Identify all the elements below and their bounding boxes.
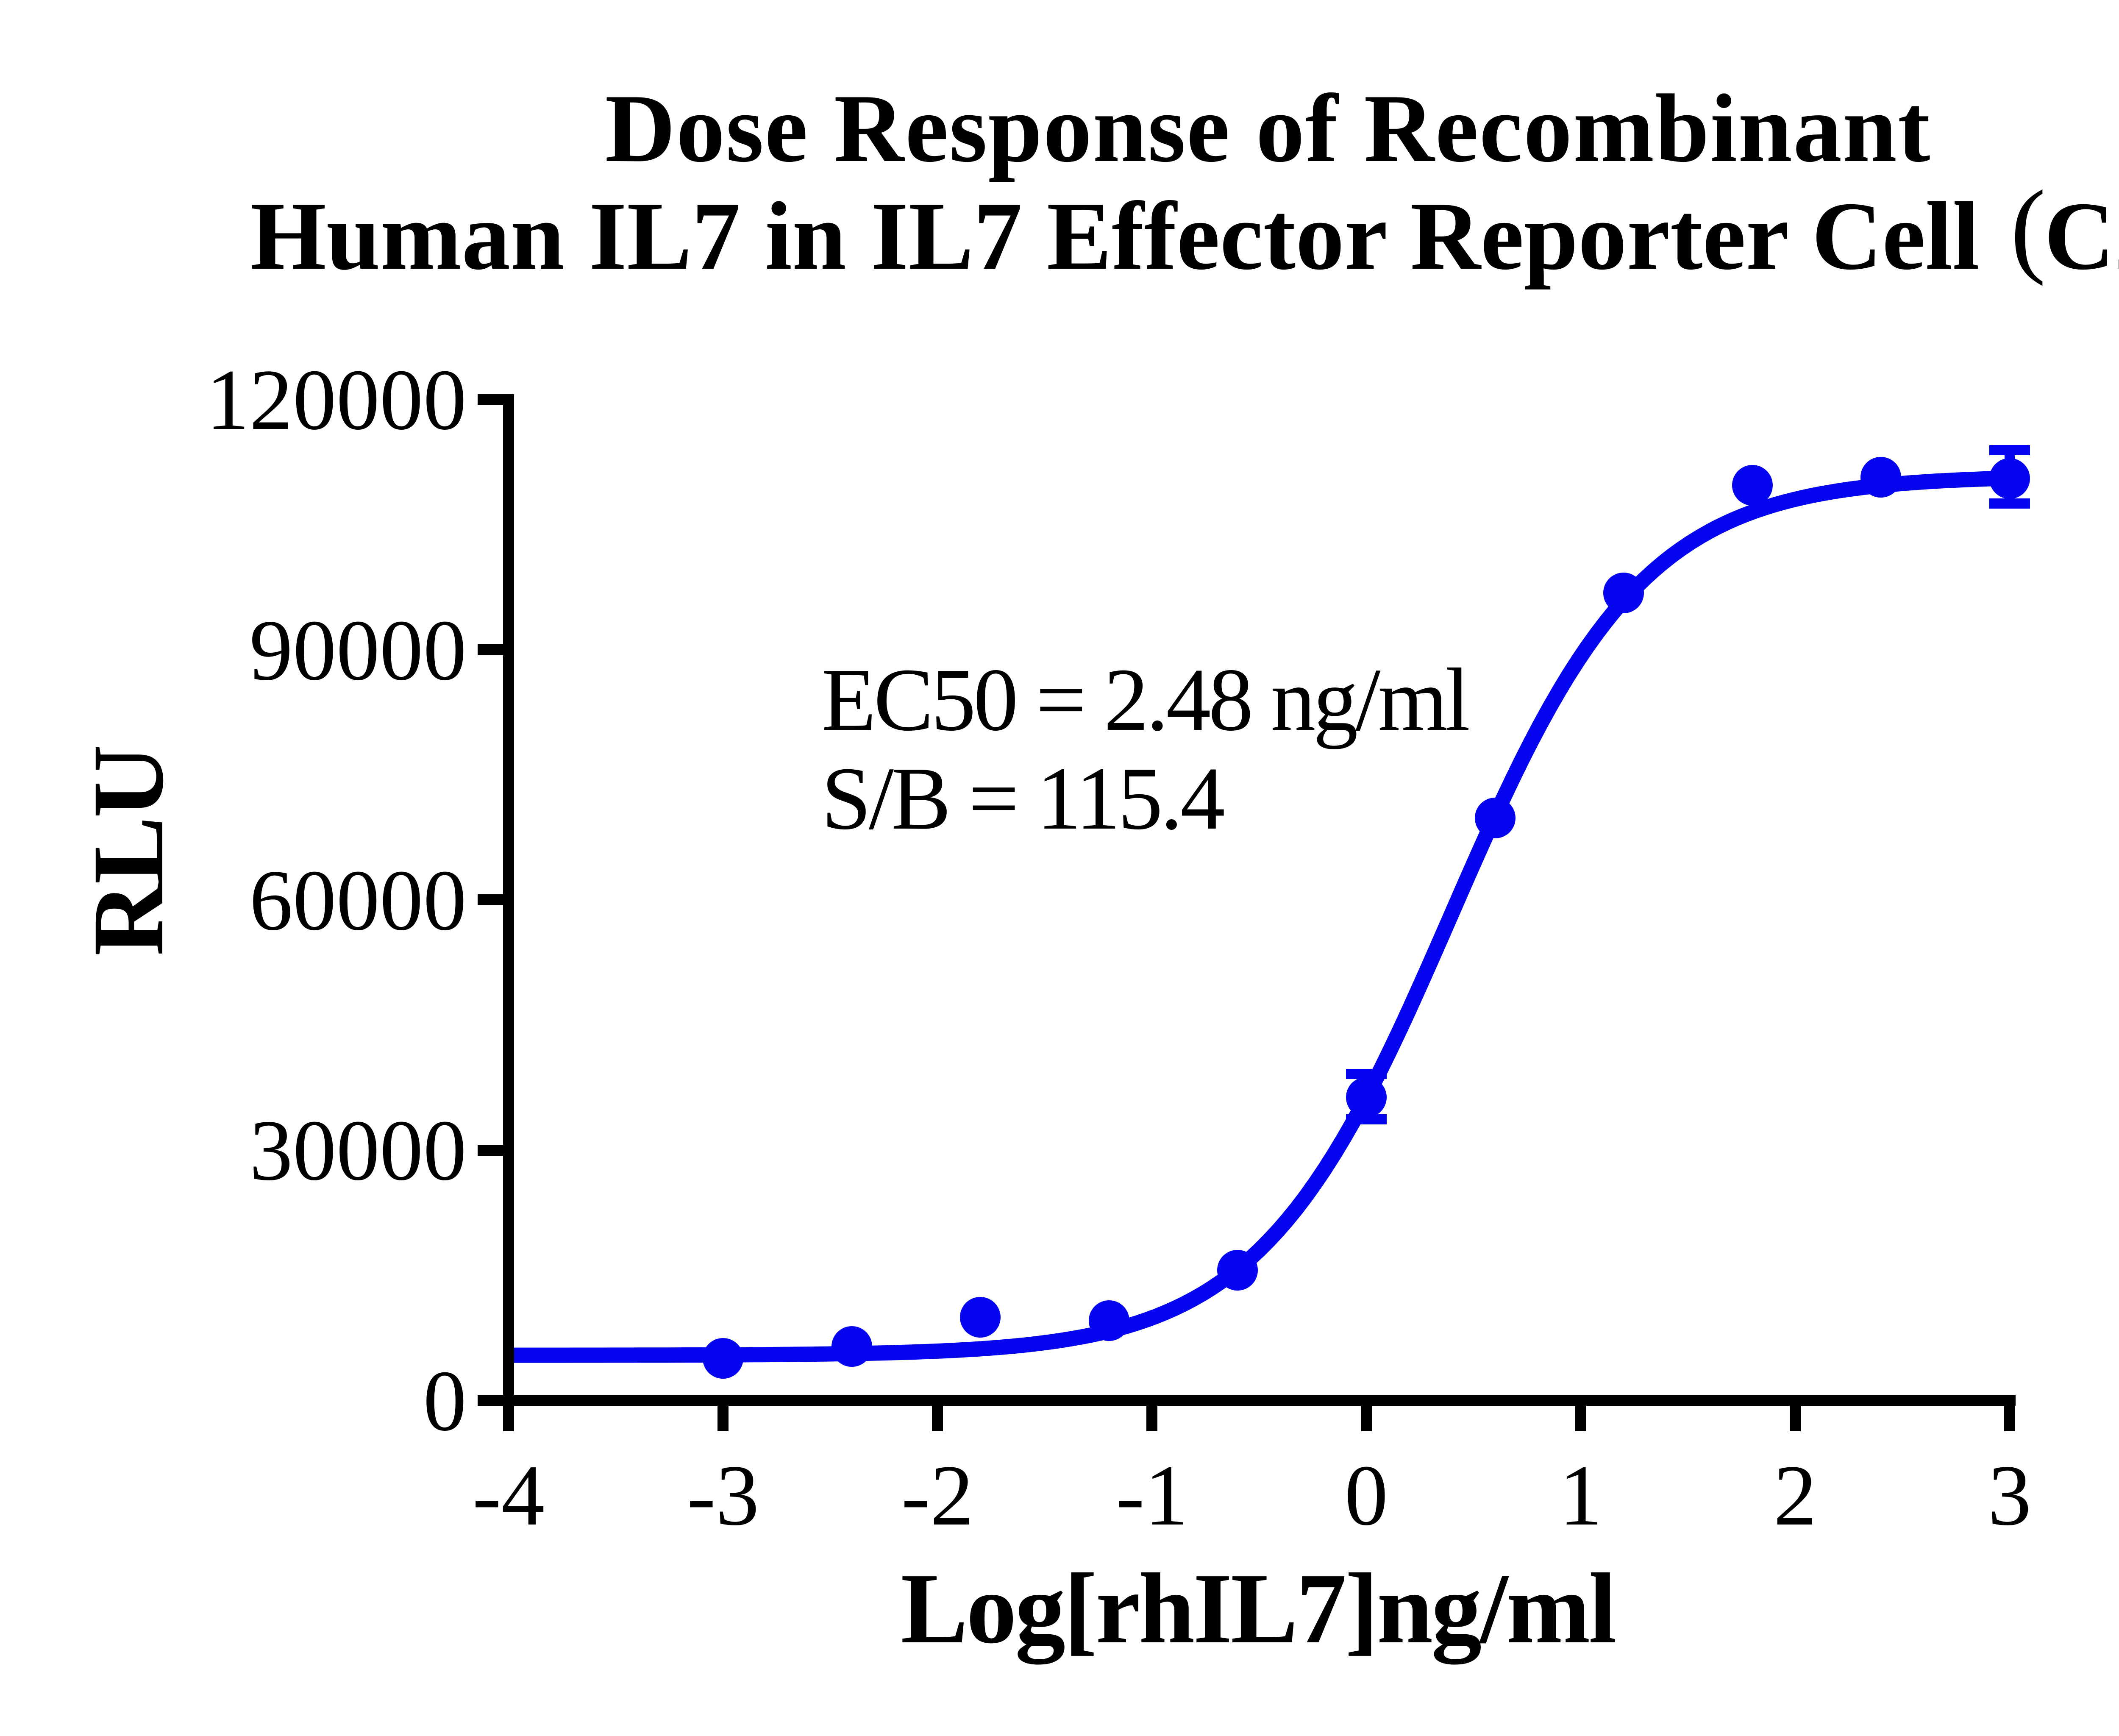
svg-text:60000: 60000: [250, 852, 467, 949]
svg-text:0: 0: [1345, 1447, 1388, 1544]
svg-text:-2: -2: [901, 1447, 974, 1544]
svg-text:120000: 120000: [206, 352, 467, 448]
svg-text:Dose Response of Recombinant: Dose Response of Recombinant: [605, 74, 1931, 182]
svg-text:-1: -1: [1116, 1447, 1188, 1544]
svg-text:S/B = 115.4: S/B = 115.4: [821, 748, 1224, 848]
svg-text:Human IL7 in IL7 Effector Repo: Human IL7 in IL7 Effector Reporter Cell(…: [250, 169, 2119, 290]
svg-text:-4: -4: [473, 1447, 545, 1544]
svg-text:Log[rhIL7]ng/ml: Log[rhIL7]ng/ml: [901, 1553, 1615, 1664]
svg-text:0: 0: [423, 1353, 467, 1449]
svg-text:3: 3: [1988, 1447, 2032, 1544]
svg-text:90000: 90000: [250, 602, 467, 698]
svg-text:RLU: RLU: [72, 746, 184, 956]
svg-text:EC50 = 2.48 ng/ml: EC50 = 2.48 ng/ml: [821, 650, 1468, 749]
svg-text:2: 2: [1774, 1447, 1817, 1544]
svg-text:30000: 30000: [250, 1102, 467, 1199]
svg-text:-3: -3: [687, 1447, 759, 1544]
svg-text:1: 1: [1559, 1447, 1603, 1544]
